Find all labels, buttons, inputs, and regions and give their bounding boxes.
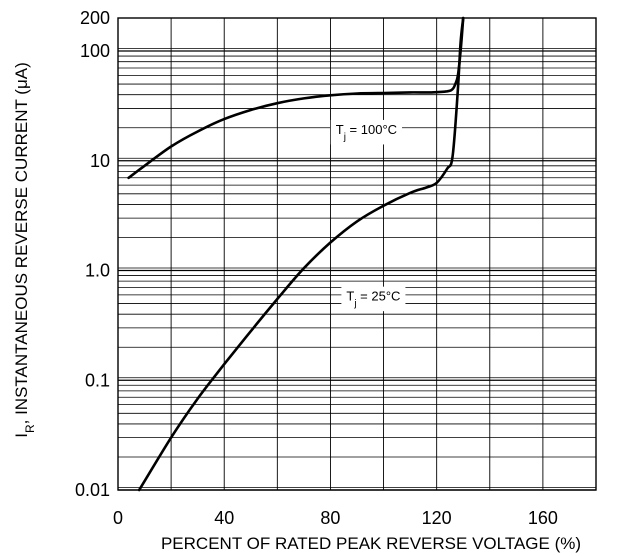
y-axis-title: IR, INSTANTANEOUS REVERSE CURRENT (μA) (12, 62, 37, 438)
x-tick-label: 80 (320, 508, 340, 528)
grid (118, 17, 596, 491)
y-tick-label: 1.0 (85, 261, 110, 281)
series-label-tj-25: Tj = 25°C (341, 286, 406, 312)
y-tick-label: 0.1 (85, 370, 110, 390)
y-tick-label: 10 (90, 151, 110, 171)
series-line-tj-25 (137, 16, 465, 492)
tick-labels: 0 40 80 120 160 0.01 0.1 1.0 10 100 200 (75, 8, 558, 528)
y-tick-label: 0.01 (75, 480, 110, 500)
x-tick-label: 120 (422, 508, 452, 528)
series-label-text: Tj = 25°C (346, 289, 400, 310)
series-line-tj-100 (127, 16, 465, 180)
y-tick-label: 100 (80, 41, 110, 61)
x-axis-title: PERCENT OF RATED PEAK REVERSE VOLTAGE (%… (161, 534, 581, 553)
series-label-text: Tj = 100°C (336, 122, 397, 143)
x-tick-label: 0 (113, 508, 123, 528)
y-tick-label: 200 (80, 8, 110, 28)
series-label-tj-100: Tj = 100°C (330, 119, 403, 145)
plot-frame (117, 17, 597, 491)
x-tick-label: 40 (214, 508, 234, 528)
x-tick-label: 160 (528, 508, 558, 528)
series-curves (127, 16, 465, 492)
